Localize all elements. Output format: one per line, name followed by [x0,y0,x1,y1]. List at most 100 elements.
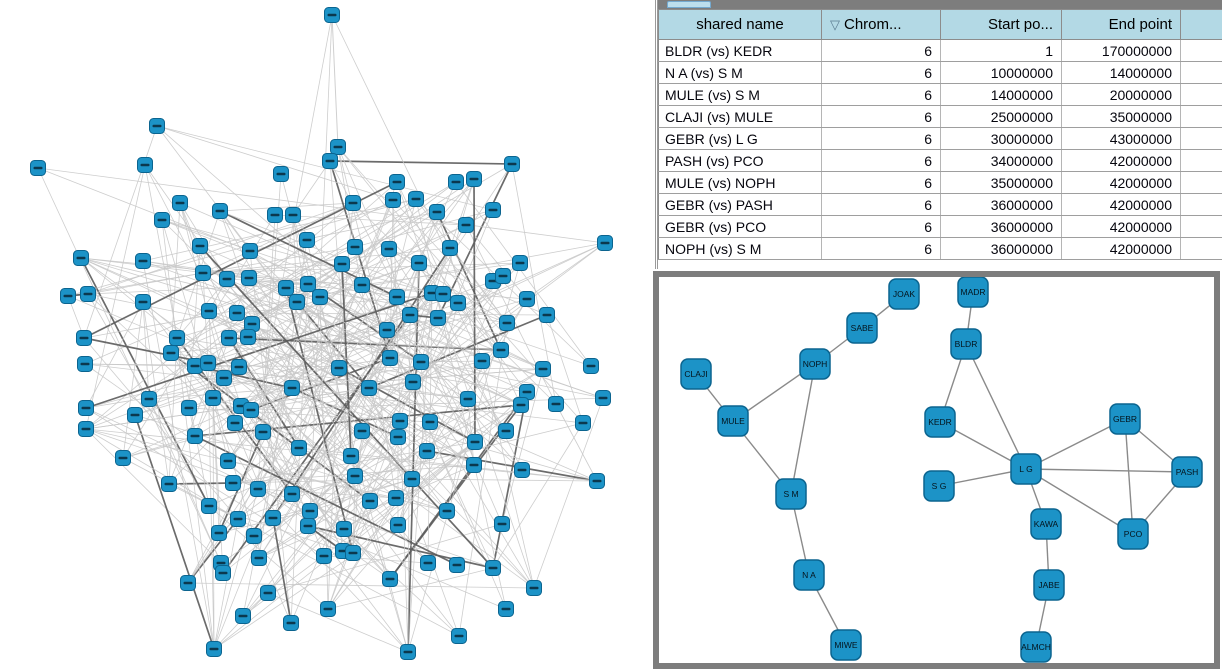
cell-value[interactable]: 20000000 [1061,83,1181,106]
cell-shared-name[interactable]: BLDR (vs) KEDR [658,39,822,62]
sub-network-edge[interactable] [1124,418,1134,535]
filter-funnel-icon[interactable]: ▽ [830,17,840,32]
table-row[interactable]: MULE (vs) NOPH6350000004200000010.5 [658,171,1222,194]
cell-value[interactable]: 43000000 [1061,127,1181,150]
network-node-label [592,479,602,483]
table-row[interactable]: BLDR (vs) KEDR61170000000192.0 [658,39,1222,62]
cell-value[interactable]: 8.9 [1180,193,1222,216]
sub-network-edge[interactable] [1025,468,1188,473]
cell-value[interactable]: 16.9 [1180,127,1222,150]
cell-shared-name[interactable]: MULE (vs) NOPH [658,171,822,194]
cell-value[interactable]: 6 [821,83,941,106]
sub-network-node[interactable] [888,278,920,310]
cell-value[interactable]: 10.5 [1180,171,1222,194]
sub-network-node[interactable] [799,348,831,380]
column-header-end-point[interactable]: End point [1061,9,1181,40]
table-row[interactable]: PASH (vs) PCO6340000004200000011.4 [658,149,1222,172]
cell-value[interactable]: 35000000 [1061,105,1181,128]
table-row[interactable]: GEBR (vs) PCO636000000420000008.4 [658,215,1222,238]
sub-network-edge[interactable] [790,363,816,495]
sub-network-node[interactable] [923,470,955,502]
cell-value[interactable]: 192.0 [1180,39,1222,62]
cell-value[interactable]: 6.6 [1180,61,1222,84]
cell-value[interactable]: 10000000 [940,61,1062,84]
cell-value[interactable]: 6 [821,149,941,172]
cell-value[interactable]: 42000000 [1061,215,1181,238]
sub-network-node[interactable] [680,358,712,390]
cell-value[interactable]: 42000000 [1061,237,1181,260]
cell-value[interactable]: 42000000 [1061,149,1181,172]
cell-value[interactable]: 6 [821,215,941,238]
cell-value[interactable]: 11.4 [1180,149,1222,172]
table-row[interactable]: MULE (vs) S M614000000200000007.5 [658,83,1222,106]
cell-value[interactable]: 170000000 [1061,39,1181,62]
cell-shared-name[interactable]: CLAJI (vs) MULE [658,105,822,128]
network-node-label [232,311,242,315]
sub-network-node[interactable] [793,559,825,591]
cell-value[interactable]: 6 [821,61,941,84]
cell-value[interactable]: 6 [821,105,941,128]
cell-shared-name[interactable]: PASH (vs) PCO [658,149,822,172]
sub-network-node[interactable] [1033,569,1065,601]
network-node-label [392,180,402,184]
cell-value[interactable]: 42000000 [1061,193,1181,216]
main-network-canvas[interactable] [0,0,653,669]
cell-value[interactable]: 14000000 [1061,61,1181,84]
cell-value[interactable]: 6 [821,193,941,216]
cell-shared-name[interactable]: GEBR (vs) PASH [658,193,822,216]
sub-network-edge[interactable] [1025,468,1134,535]
sub-network-node[interactable] [1171,456,1203,488]
cell-shared-name[interactable]: GEBR (vs) L G [658,127,822,150]
cell-value[interactable]: 36000000 [940,237,1062,260]
cell-value[interactable]: 9.9 [1180,237,1222,260]
sub-network-node[interactable] [1030,508,1062,540]
cell-value[interactable]: 6 [821,171,941,194]
cell-value[interactable]: 5.9 [1180,105,1222,128]
sub-network-node[interactable] [957,277,989,308]
network-edge [208,263,343,312]
sub-network-node[interactable] [1020,631,1052,663]
sub-network-node[interactable] [1010,453,1042,485]
table-row[interactable]: GEBR (vs) PASH636000000420000008.9 [658,193,1222,216]
sub-network-edge[interactable] [1025,418,1126,470]
cell-shared-name[interactable]: NOPH (vs) S M [658,237,822,260]
cell-value[interactable]: 36000000 [940,193,1062,216]
table-row[interactable]: N A (vs) S M610000000140000006.6 [658,61,1222,84]
column-header-start-point[interactable]: Start po... [940,9,1062,40]
cell-value[interactable]: 7.5 [1180,83,1222,106]
sub-network-view[interactable]: JOAK MADR SABE BLDR NOPH CLAJI MULE KEDR GEBR L G… [659,277,1214,663]
cell-shared-name[interactable]: GEBR (vs) PCO [658,215,822,238]
cell-value[interactable]: 14000000 [940,83,1062,106]
sub-network-edge[interactable] [965,343,1027,470]
sub-network-node[interactable] [717,405,749,437]
cell-value[interactable]: 8.4 [1180,215,1222,238]
cell-value[interactable]: 36000000 [940,215,1062,238]
cell-shared-name[interactable]: MULE (vs) S M [658,83,822,106]
sub-network-node[interactable] [1117,518,1149,550]
sub-network-canvas[interactable]: JOAK MADR SABE BLDR NOPH CLAJI MULE KEDR GEBR L G… [659,277,1214,663]
table-tab-chip[interactable] [667,1,711,8]
sub-network-node[interactable] [924,406,956,438]
cell-value[interactable]: 34000000 [940,149,1062,172]
sub-network-node[interactable] [775,478,807,510]
cell-value[interactable]: 35000000 [940,171,1062,194]
table-row[interactable]: NOPH (vs) S M636000000420000009.9 [658,237,1222,260]
cell-value[interactable]: 1 [940,39,1062,62]
column-header-shared-name[interactable]: shared name [658,9,822,40]
cell-value[interactable]: 25000000 [940,105,1062,128]
cell-value[interactable]: 30000000 [940,127,1062,150]
sub-network-node[interactable] [846,312,878,344]
cell-value[interactable]: 6 [821,127,941,150]
table-row[interactable]: GEBR (vs) L G6300000004300000016.9 [658,127,1222,150]
main-network-view[interactable] [0,0,653,669]
sub-network-node[interactable] [1109,403,1141,435]
column-header-genetic[interactable]: Genetic... [1180,9,1222,40]
column-header-chromosome[interactable]: ▽ Chrom... [821,9,941,40]
sub-network-node[interactable] [830,629,862,661]
sub-network-node[interactable] [950,328,982,360]
cell-value[interactable]: 6 [821,237,941,260]
cell-shared-name[interactable]: N A (vs) S M [658,61,822,84]
cell-value[interactable]: 6 [821,39,941,62]
table-row[interactable]: CLAJI (vs) MULE625000000350000005.9 [658,105,1222,128]
cell-value[interactable]: 42000000 [1061,171,1181,194]
